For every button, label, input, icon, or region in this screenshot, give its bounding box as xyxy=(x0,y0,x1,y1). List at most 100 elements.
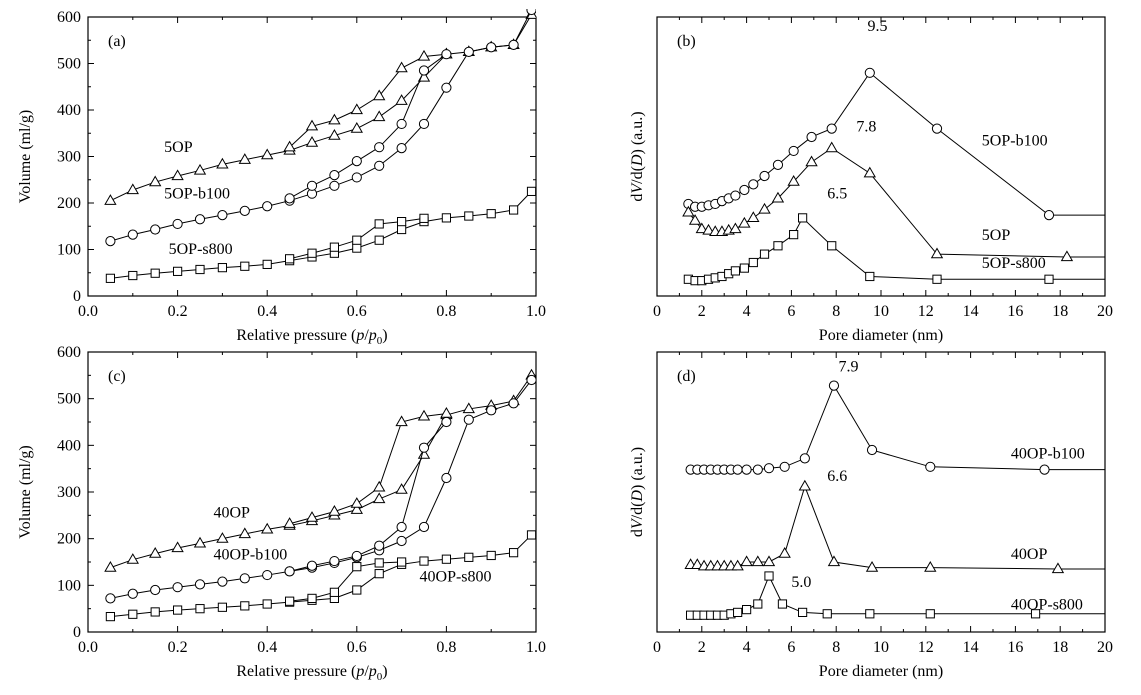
annotation: 5OP xyxy=(982,227,1011,244)
data-point xyxy=(688,214,702,225)
data-point xyxy=(350,497,363,508)
data-point xyxy=(305,511,319,522)
data-point xyxy=(173,605,183,615)
data-point xyxy=(925,609,935,619)
annotation: 40OP-s800 xyxy=(1011,597,1083,614)
data-point xyxy=(194,214,206,225)
data-point xyxy=(397,217,407,227)
data-point xyxy=(284,566,295,577)
data-point xyxy=(740,555,753,567)
y-tick-label: 0 xyxy=(73,288,81,305)
data-point xyxy=(758,202,771,214)
data-point xyxy=(798,607,808,617)
data-point xyxy=(239,205,250,217)
data-point xyxy=(789,230,799,240)
x-tick-label: 1.0 xyxy=(526,639,546,656)
data-point xyxy=(127,229,138,240)
data-point xyxy=(764,571,774,581)
annotation: 40OP xyxy=(213,505,250,522)
data-point xyxy=(374,558,384,568)
data-point xyxy=(262,599,272,609)
data-point xyxy=(418,65,430,76)
data-point xyxy=(931,123,943,134)
data-point xyxy=(733,607,743,617)
data-point xyxy=(128,609,138,619)
data-point xyxy=(441,554,451,564)
data-point xyxy=(729,222,742,234)
annotation: 5.0 xyxy=(791,574,811,591)
plot-frame xyxy=(656,351,1106,633)
data-point xyxy=(171,541,184,553)
data-point xyxy=(864,67,875,78)
data-point xyxy=(730,266,740,276)
data-point xyxy=(486,42,497,53)
data-point xyxy=(105,273,116,283)
data-point xyxy=(826,123,837,134)
data-point xyxy=(397,557,407,567)
y-tick-label: 200 xyxy=(57,531,81,548)
series-40OP-b100 xyxy=(105,374,536,604)
data-point xyxy=(463,414,474,425)
data-point xyxy=(771,191,785,203)
data-point xyxy=(753,599,763,609)
y-tick-label: 300 xyxy=(57,149,81,166)
panel-label: (c) xyxy=(108,368,126,385)
data-point xyxy=(306,180,318,191)
y-tick-label: 100 xyxy=(57,242,81,259)
x-tick-label: 12 xyxy=(918,639,934,656)
x-tick-label: 16 xyxy=(1007,303,1023,320)
data-point xyxy=(738,216,751,228)
x-tick-label: 0 xyxy=(653,303,661,320)
series-5OP-s800 xyxy=(105,186,536,283)
series-5OP-b100 xyxy=(105,9,536,247)
x-tick-label: 2 xyxy=(698,303,706,320)
data-point xyxy=(352,235,362,245)
series-5OP xyxy=(682,141,1105,262)
annotation: 40OP-s800 xyxy=(420,569,492,586)
y-tick-label: 500 xyxy=(57,56,81,73)
data-point xyxy=(350,103,363,115)
data-point xyxy=(352,585,362,595)
data-point xyxy=(351,156,362,167)
data-point xyxy=(1039,464,1050,475)
annotation: 40OP xyxy=(1011,546,1048,563)
data-point xyxy=(772,159,784,170)
x-tick-label: 0 xyxy=(653,639,661,656)
data-point xyxy=(374,142,385,153)
annotation: 5OP-b100 xyxy=(164,185,230,202)
data-point xyxy=(351,550,362,562)
data-point xyxy=(441,416,452,428)
x-tick-label: 6 xyxy=(787,303,795,320)
data-point xyxy=(691,558,704,569)
annotation: 5OP-b100 xyxy=(982,132,1048,149)
data-point xyxy=(307,248,317,258)
data-point xyxy=(865,609,875,619)
data-point xyxy=(351,172,362,183)
data-point xyxy=(695,222,708,234)
annotation: 7.8 xyxy=(856,118,876,135)
data-point xyxy=(150,607,160,617)
x-tick-label: 10 xyxy=(873,303,889,320)
data-point xyxy=(305,135,319,147)
x-tick-label: 0.8 xyxy=(436,639,456,656)
x-tick-label: 16 xyxy=(1007,639,1023,656)
data-point xyxy=(105,593,116,604)
data-point xyxy=(240,261,250,271)
data-point xyxy=(374,219,384,229)
data-point xyxy=(419,556,429,566)
data-point xyxy=(195,604,205,614)
panel-b: 0 2 4 6 8 10 12 14 16 18 20 Pore diameter (nm) dV/d(… xyxy=(629,16,1113,344)
x-axis-label: Relative pressure (p/p0) xyxy=(236,327,387,347)
data-point xyxy=(305,119,319,131)
data-point xyxy=(306,560,318,571)
y-tick-label: 0 xyxy=(73,624,81,641)
data-point xyxy=(798,479,812,491)
x-tick-label: 2 xyxy=(698,639,706,656)
x-tick-label: 0.2 xyxy=(168,639,188,656)
data-point xyxy=(464,552,474,562)
panel-c: 0.0 0.2 0.4 0.6 0.8 1.0 0 100 200 300 400 500 600 Rel… xyxy=(17,344,546,683)
series-line xyxy=(110,191,532,279)
data-point xyxy=(509,548,519,558)
series-line xyxy=(110,9,532,242)
